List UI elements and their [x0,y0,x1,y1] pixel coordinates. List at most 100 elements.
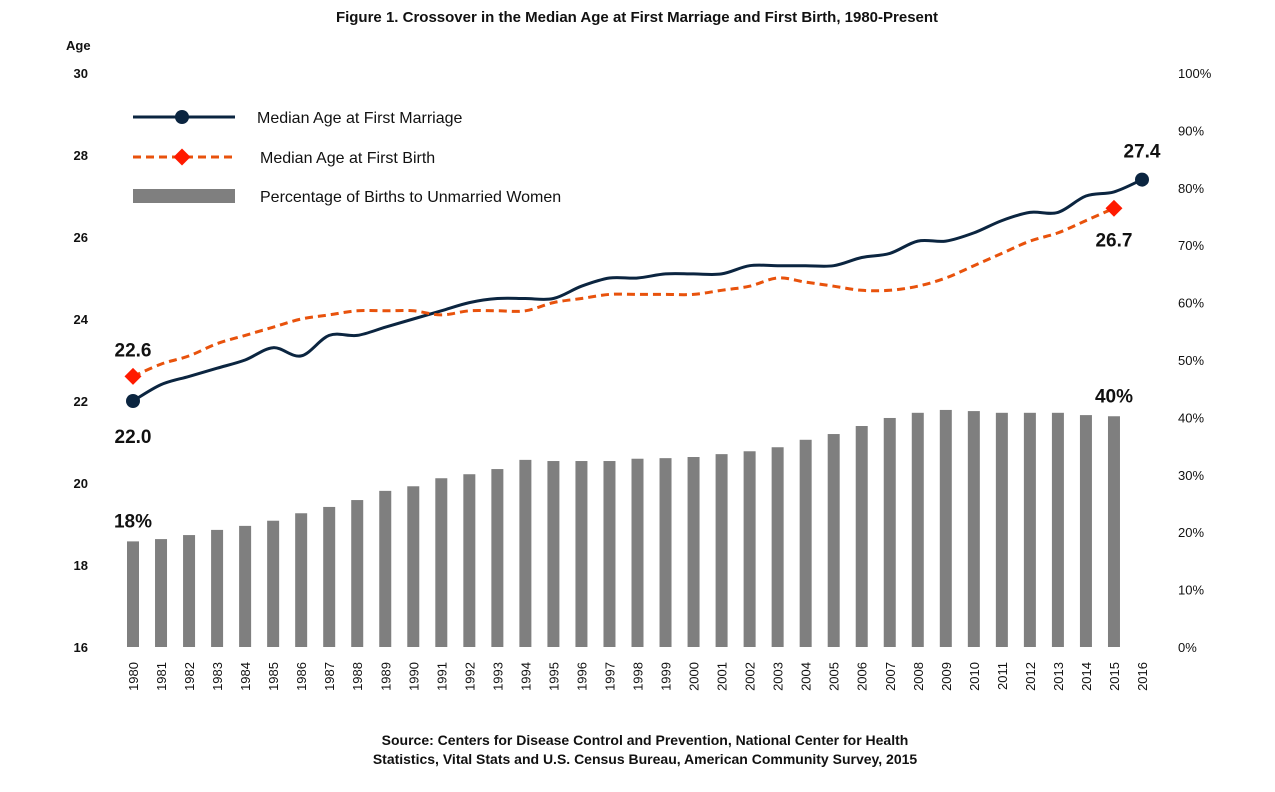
bar-2006 [855,426,868,647]
bar-1995 [547,461,560,647]
bar-2014 [1079,415,1092,647]
y-right-tick: 10% [1178,583,1204,598]
legend-marriage-marker [175,110,189,124]
bar-2009 [939,409,952,647]
x-tick: 1995 [546,662,561,691]
data-label: 22.6 [115,340,152,361]
legend-birth-label: Median Age at First Birth [260,150,435,167]
bar-1986 [295,513,308,647]
bar-1988 [351,500,364,647]
birth-marker [124,367,142,385]
birth-line [132,206,1115,378]
bar-2004 [799,439,812,647]
y-right-tick: 70% [1178,238,1204,253]
x-tick: 2006 [855,662,870,691]
bar-2002 [743,451,756,647]
legend-birth-marker [173,148,191,166]
x-tick: 1997 [602,662,617,691]
y-left-tick: 28 [74,148,88,163]
source-line-1: Source: Centers for Disease Control and … [382,732,909,748]
legend: Median Age at First Marriage Median Age … [133,110,561,206]
y-right-tick: 20% [1178,525,1204,540]
marriage-marker [126,394,140,408]
legend-bar-label: Percentage of Births to Unmarried Women [260,189,561,206]
bar-1997 [603,461,616,647]
x-tick: 1983 [210,662,225,691]
bar-2000 [687,457,700,647]
y-left-tick: 22 [74,394,88,409]
x-tick: 1989 [378,662,393,691]
bar-2011 [995,412,1008,647]
x-tick: 1984 [238,662,253,691]
y-left-tick: 20 [74,476,88,491]
y-right-tick: 60% [1178,296,1204,311]
y-right-tick: 50% [1178,353,1204,368]
bar-1990 [407,486,420,647]
bar-2005 [827,434,840,647]
x-tick: 1986 [294,662,309,691]
bar-2008 [911,412,924,647]
bar-1982 [183,535,196,647]
bar-1983 [211,529,224,647]
y-left-tick: 18 [74,558,88,573]
bar-1996 [575,461,588,647]
x-tick: 1988 [350,662,365,691]
legend-marriage-label: Median Age at First Marriage [257,110,463,127]
x-tick: 1982 [182,662,197,691]
x-tick: 1985 [266,662,281,691]
bar-2010 [967,411,980,647]
bar-1980 [127,541,139,647]
bar-1981 [155,539,168,647]
bar-1993 [491,469,504,647]
bar-1985 [267,520,280,647]
y-left-label: Age [66,38,91,53]
y-left-tick: 16 [74,640,88,655]
y-left-tick: 30 [74,66,88,81]
y-right-tick: 0% [1178,640,1197,655]
bar-1999 [659,458,672,647]
x-tick: 2016 [1135,662,1150,691]
x-tick: 2013 [1051,662,1066,691]
x-tick: 2003 [771,662,786,691]
marriage-line [132,178,1143,403]
x-tick: 1996 [574,662,589,691]
y-right-tick: 40% [1178,410,1204,425]
x-tick: 1987 [322,662,337,691]
bar-1992 [463,474,476,647]
data-label: 40% [1095,386,1133,407]
x-tick: 1990 [406,662,421,691]
x-tick: 1993 [490,662,505,691]
data-label: 18% [114,511,152,532]
x-tick: 2015 [1107,662,1122,691]
y-right-tick: 90% [1178,123,1204,138]
x-tick: 1991 [434,662,449,691]
x-tick: 1981 [154,662,169,691]
legend-bar-swatch [133,189,235,203]
bar-1998 [631,458,644,647]
x-tick: 1998 [631,662,646,691]
x-tick: 2007 [883,662,898,691]
x-tick: 2004 [799,662,814,691]
data-label: 22.0 [115,427,152,448]
x-tick: 2011 [995,662,1010,690]
y-right-tick: 80% [1178,181,1204,196]
x-tick: 2008 [911,662,926,691]
birth-marker [1105,199,1123,217]
x-tick: 1980 [126,662,141,691]
x-tick: 1994 [518,662,533,691]
source-line-2: Statistics, Vital Stats and U.S. Census … [373,751,918,767]
y-left-tick: 24 [74,312,89,327]
y-right-tick: 30% [1178,468,1204,483]
bar-1991 [435,478,448,647]
x-tick: 2001 [715,662,730,691]
bar-2015 [1107,416,1120,647]
x-tick: 2005 [827,662,842,691]
x-tick: 2014 [1079,662,1094,691]
bar-1984 [239,525,252,647]
bar-1989 [379,490,392,647]
data-label: 27.4 [1124,142,1161,163]
bar-1994 [519,459,532,647]
bar-2001 [715,454,728,647]
bar-1987 [323,506,336,647]
